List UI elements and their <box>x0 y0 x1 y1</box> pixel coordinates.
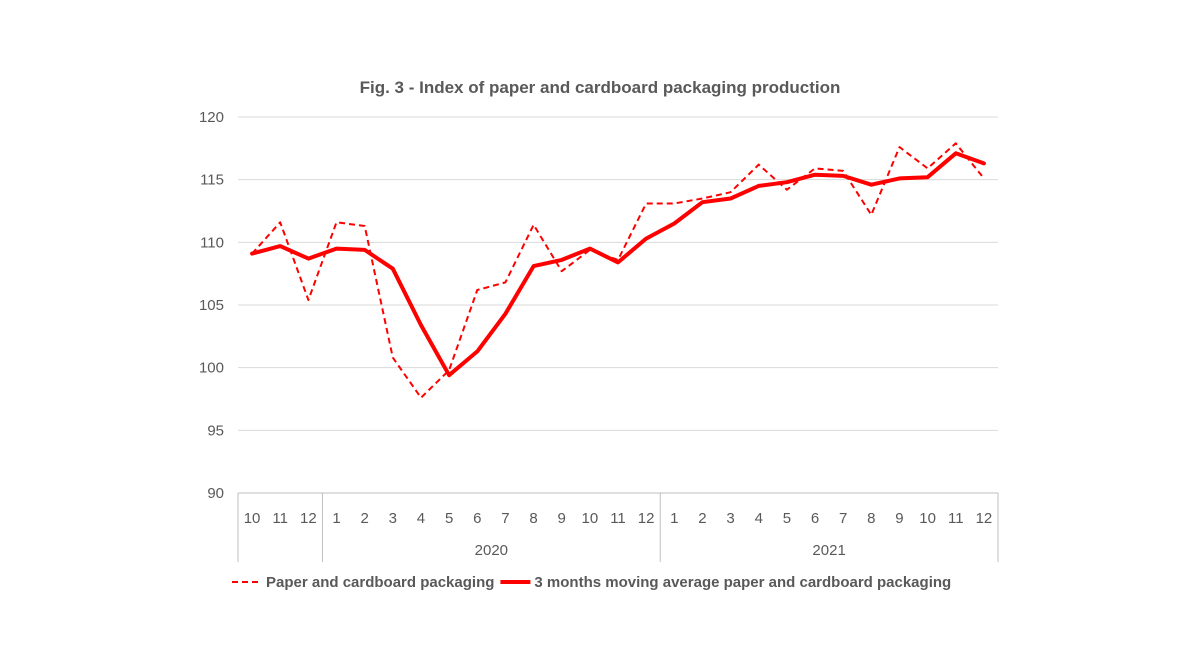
y-tick-label: 95 <box>207 422 224 439</box>
series-lines <box>250 142 986 399</box>
y-axis-ticks: 90 95 100 105 110 115 120 <box>199 109 224 502</box>
x-group-label: 2020 <box>475 542 508 559</box>
y-tick-label: 100 <box>199 360 224 377</box>
x-tick-label: 4 <box>417 510 425 527</box>
x-tick-label: 11 <box>272 510 288 527</box>
x-tick-label: 6 <box>811 510 819 527</box>
y-tick-label: 90 <box>207 485 224 502</box>
x-tick-label: 7 <box>501 510 509 527</box>
x-tick-label: 1 <box>332 510 340 527</box>
legend-label-monthly: Paper and cardboard packaging <box>266 574 494 591</box>
x-tick-label: 3 <box>389 510 397 527</box>
x-tick-label: 12 <box>300 510 317 527</box>
x-tick-label: 7 <box>839 510 847 527</box>
legend-label-moving-average: 3 months moving average paper and cardbo… <box>534 574 951 591</box>
x-tick-label: 5 <box>445 510 453 527</box>
x-tick-label: 10 <box>582 510 599 527</box>
x-tick-label: 12 <box>638 510 655 527</box>
x-tick-label: 8 <box>867 510 875 527</box>
x-tick-label: 1 <box>670 510 678 527</box>
chart-title: Fig. 3 - Index of paper and cardboard pa… <box>360 78 841 97</box>
x-tick-label: 11 <box>610 510 626 527</box>
y-tick-label: 120 <box>199 109 224 126</box>
x-tick-label: 8 <box>529 510 537 527</box>
x-tick-label: 9 <box>895 510 903 527</box>
x-axis: 10 11 12 1 2 3 4 5 6 7 8 9 10 11 12 1 2 3 4 5 6 7 8 9 10 11 122020… <box>237 492 999 562</box>
x-group-label: 2021 <box>812 542 845 559</box>
x-tick-label: 11 <box>948 510 964 527</box>
gridlines <box>238 116 998 431</box>
x-tick-label: 4 <box>755 510 763 527</box>
x-tick-label: 6 <box>473 510 481 527</box>
x-tick-label: 10 <box>919 510 936 527</box>
y-tick-label: 115 <box>200 172 224 189</box>
series-line-monthly <box>251 142 985 399</box>
legend: Paper and cardboard packaging 3 months mo… <box>232 574 951 591</box>
x-tick-label: 9 <box>558 510 566 527</box>
series-line-moving-average <box>250 151 986 378</box>
x-tick-label: 5 <box>783 510 791 527</box>
x-tick-label: 2 <box>360 510 368 527</box>
x-tick-label: 3 <box>726 510 734 527</box>
x-tick-label: 2 <box>698 510 706 527</box>
y-tick-label: 105 <box>199 297 224 314</box>
x-tick-label: 10 <box>244 510 261 527</box>
x-tick-label: 12 <box>976 510 993 527</box>
y-tick-label: 110 <box>200 234 224 251</box>
